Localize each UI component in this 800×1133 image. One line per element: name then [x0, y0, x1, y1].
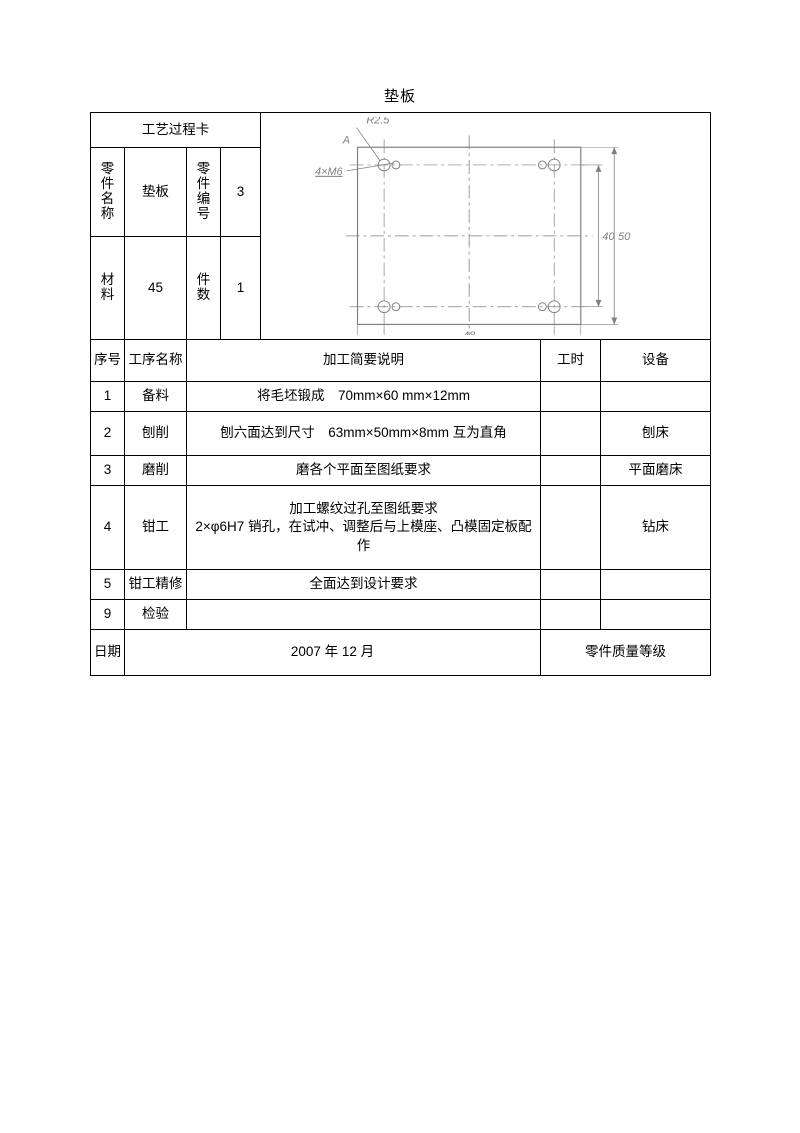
cell-desc: 将毛坯锻成 70mm×60 mm×12mm: [187, 382, 541, 412]
material-label: 材料: [91, 236, 125, 339]
process-card-table: 工艺过程卡 R2.5A4×M648634050 零件名称 垫板 零件编号 3 材…: [90, 112, 711, 676]
cell-seq: 5: [91, 570, 125, 600]
svg-text:4×M6: 4×M6: [315, 166, 343, 178]
cell-equip: [601, 570, 711, 600]
material-value: 45: [125, 236, 187, 339]
cell-time: [541, 412, 601, 456]
part-drawing: R2.5A4×M648634050: [264, 117, 707, 335]
cell-desc: 刨六面达到尺寸 63mm×50mm×8mm 互为直角: [187, 412, 541, 456]
cell-seq: 4: [91, 486, 125, 570]
cell-time: [541, 382, 601, 412]
col-time: 工时: [541, 340, 601, 382]
cell-time: [541, 456, 601, 486]
cell-opname: 钳工: [125, 486, 187, 570]
col-equip: 设备: [601, 340, 711, 382]
cell-equip: [601, 600, 711, 630]
part-no-value: 3: [221, 148, 261, 237]
part-name-value: 垫板: [125, 148, 187, 237]
cell-opname: 磨削: [125, 456, 187, 486]
cell-seq: 2: [91, 412, 125, 456]
cell-seq: 9: [91, 600, 125, 630]
qty-value: 1: [221, 236, 261, 339]
cell-opname: 备料: [125, 382, 187, 412]
date-label: 日期: [91, 630, 125, 676]
qty-label: 件数: [187, 236, 221, 339]
drawing-cell: R2.5A4×M648634050: [261, 113, 711, 340]
cell-equip: [601, 382, 711, 412]
svg-text:A: A: [342, 134, 350, 146]
cell-time: [541, 600, 601, 630]
svg-text:48: 48: [463, 330, 475, 335]
col-opname: 工序名称: [125, 340, 187, 382]
cell-opname: 检验: [125, 600, 187, 630]
cell-desc: 磨各个平面至图纸要求: [187, 456, 541, 486]
table-row: 4钳工加工螺纹过孔至图纸要求2×φ6H7 销孔，在试冲、调整后与上模座、凸模固定…: [91, 486, 711, 570]
svg-text:50: 50: [618, 231, 630, 243]
svg-text:40: 40: [602, 231, 614, 243]
page-title: 垫板: [90, 85, 710, 106]
cell-desc: 全面达到设计要求: [187, 570, 541, 600]
cell-time: [541, 486, 601, 570]
part-name-label: 零件名称: [91, 148, 125, 237]
svg-text:R2.5: R2.5: [366, 117, 390, 127]
cell-seq: 3: [91, 456, 125, 486]
cell-desc: 加工螺纹过孔至图纸要求2×φ6H7 销孔，在试冲、调整后与上模座、凸模固定板配作: [187, 486, 541, 570]
cell-seq: 1: [91, 382, 125, 412]
grade-label: 零件质量等级: [541, 630, 711, 676]
table-row: 9检验: [91, 600, 711, 630]
cell-equip: 平面磨床: [601, 456, 711, 486]
table-row: 1备料将毛坯锻成 70mm×60 mm×12mm: [91, 382, 711, 412]
cell-opname: 钳工精修: [125, 570, 187, 600]
table-row: 3磨削磨各个平面至图纸要求 平面磨床: [91, 456, 711, 486]
cell-time: [541, 570, 601, 600]
part-no-label: 零件编号: [187, 148, 221, 237]
col-desc: 加工简要说明: [187, 340, 541, 382]
process-card-label: 工艺过程卡: [91, 113, 261, 148]
table-row: 2刨削刨六面达到尺寸 63mm×50mm×8mm 互为直角 刨床: [91, 412, 711, 456]
date-value: 2007 年 12 月: [125, 630, 541, 676]
col-seq: 序号: [91, 340, 125, 382]
cell-equip: 刨床: [601, 412, 711, 456]
cell-opname: 刨削: [125, 412, 187, 456]
table-row: 5钳工精修全面达到设计要求: [91, 570, 711, 600]
cell-equip: 钻床: [601, 486, 711, 570]
cell-desc: [187, 600, 541, 630]
